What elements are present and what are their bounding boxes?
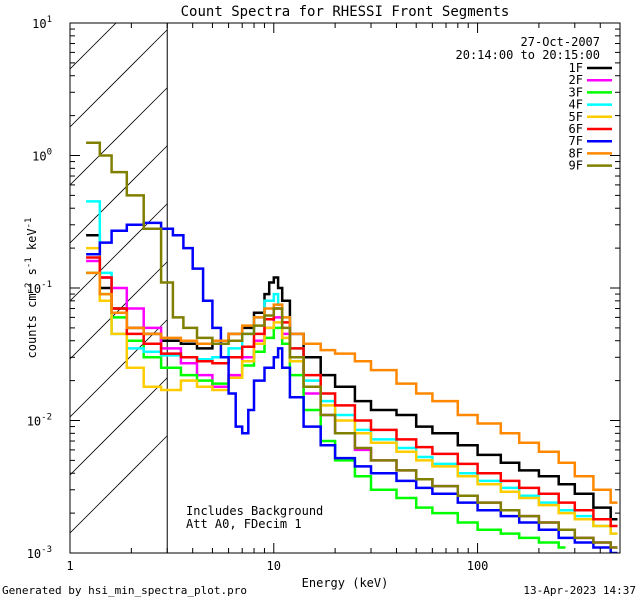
hatch-line bbox=[70, 435, 168, 534]
series-line-1f bbox=[86, 234, 618, 521]
legend-label: 6F bbox=[569, 122, 583, 136]
series-line-9f bbox=[86, 141, 618, 549]
legend-label: 2F bbox=[569, 73, 583, 87]
x-tick-labels: 1 10 100 bbox=[66, 559, 488, 573]
chart-title: Count Spectra for RHESSI Front Segments bbox=[181, 4, 510, 20]
footer-generated-by: Generated by hsi_min_spectra_plot.pro bbox=[2, 584, 247, 597]
time-range-label: 20:14:00 to 20:15:00 bbox=[456, 48, 601, 62]
legend-label: 1F bbox=[569, 61, 583, 75]
y-tick-labels: 10-3 10-2 10-1 100 101 bbox=[27, 15, 52, 561]
y-tick-label: 10-1 bbox=[27, 280, 52, 296]
legend-label: 4F bbox=[569, 98, 583, 112]
attenuator-hatch-region bbox=[70, 0, 168, 534]
legend-label: 7F bbox=[569, 134, 583, 148]
axis-ticks bbox=[69, 22, 621, 554]
hatch-line bbox=[70, 203, 168, 302]
hatch-line bbox=[70, 29, 168, 128]
legend-label: 9F bbox=[569, 159, 583, 173]
y-axis-label: counts cm-2 s-1 keV-1 bbox=[24, 218, 39, 359]
annotation-attenuator: Att A0, FDecim 1 bbox=[186, 517, 302, 531]
legend-label: 5F bbox=[569, 110, 583, 124]
series-layer bbox=[86, 141, 618, 553]
series-line-7f bbox=[86, 221, 618, 553]
x-tick-label: 10 bbox=[267, 559, 281, 573]
x-tick-label: 1 bbox=[66, 559, 73, 573]
footer-timestamp: 13-Apr-2023 14:37 bbox=[523, 584, 636, 597]
x-axis-label: Energy (keV) bbox=[302, 576, 389, 590]
annotation-background: Includes Background bbox=[186, 504, 323, 518]
hatch-line bbox=[70, 377, 168, 476]
hatch-line bbox=[70, 23, 117, 70]
series-line-6f bbox=[86, 256, 618, 528]
x-tick-label: 100 bbox=[467, 559, 489, 573]
hatch-line bbox=[70, 0, 167, 11]
y-tick-label: 100 bbox=[32, 148, 52, 164]
y-tick-label: 101 bbox=[32, 15, 52, 31]
hatch-line bbox=[70, 145, 168, 244]
date-label: 27-Oct-2007 bbox=[521, 35, 600, 49]
hatch-line bbox=[70, 261, 168, 360]
y-tick-label: 10-2 bbox=[27, 413, 52, 429]
series-line-3f bbox=[86, 271, 566, 549]
series-line-8f bbox=[86, 271, 618, 504]
legend-label: 8F bbox=[569, 146, 583, 160]
hatch-line bbox=[70, 319, 168, 418]
legend-label: 3F bbox=[569, 85, 583, 99]
y-tick-label: 10-3 bbox=[27, 545, 52, 561]
hatch-line bbox=[70, 87, 168, 186]
